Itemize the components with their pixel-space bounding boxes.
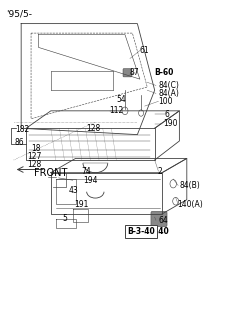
Text: B-3-40: B-3-40 xyxy=(141,227,169,236)
Text: 5: 5 xyxy=(62,214,67,223)
Text: 182: 182 xyxy=(15,125,29,134)
Text: 100: 100 xyxy=(158,97,173,106)
Text: B-3-40: B-3-40 xyxy=(127,227,155,236)
Text: 128: 128 xyxy=(27,160,42,169)
Text: 74: 74 xyxy=(82,167,92,176)
Text: 194: 194 xyxy=(83,176,98,185)
Text: 84(B): 84(B) xyxy=(180,181,200,190)
Text: 61: 61 xyxy=(140,46,149,55)
FancyBboxPatch shape xyxy=(123,69,132,77)
Text: 84(C): 84(C) xyxy=(158,81,179,90)
Text: 84(A): 84(A) xyxy=(158,89,179,98)
Text: 43: 43 xyxy=(68,186,78,195)
Text: 128: 128 xyxy=(87,124,101,133)
Text: 86: 86 xyxy=(15,138,24,147)
Text: 112: 112 xyxy=(109,106,123,115)
Text: 190: 190 xyxy=(163,119,178,128)
Text: 6: 6 xyxy=(164,109,170,118)
Text: 54: 54 xyxy=(116,95,126,104)
FancyBboxPatch shape xyxy=(151,212,167,227)
Text: '95/5-: '95/5- xyxy=(6,9,32,18)
Text: 127: 127 xyxy=(27,152,42,161)
Text: 64: 64 xyxy=(158,216,168,225)
Text: B-60: B-60 xyxy=(155,68,174,77)
Text: FRONT: FRONT xyxy=(34,168,67,178)
Text: 18: 18 xyxy=(31,144,40,153)
Text: 140(A): 140(A) xyxy=(177,200,203,209)
Text: 87: 87 xyxy=(130,68,140,77)
Text: 2: 2 xyxy=(157,167,162,176)
Text: 191: 191 xyxy=(74,200,89,209)
